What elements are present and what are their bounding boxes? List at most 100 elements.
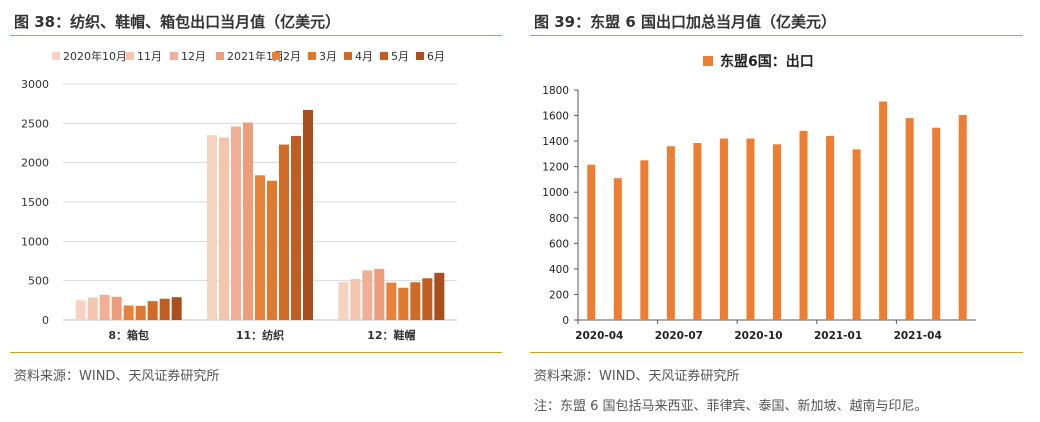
x-tick-label: 2020-04 bbox=[575, 330, 623, 342]
legend-label: 2月 bbox=[283, 50, 301, 63]
right-figure-panel: 图 39：东盟 6 国出口加总当月值（亿美元） 东盟6国：出口 0 200 400 60… bbox=[530, 0, 1023, 422]
y-tick-label: 1000 bbox=[542, 187, 569, 199]
bar bbox=[243, 122, 253, 321]
legend-swatch bbox=[703, 56, 713, 66]
legend-swatch bbox=[344, 52, 352, 60]
bar bbox=[640, 160, 649, 320]
bar bbox=[362, 270, 373, 320]
bar bbox=[291, 135, 301, 320]
legend-label: 4月 bbox=[355, 50, 373, 63]
bar bbox=[905, 118, 914, 320]
y-tick-label: 1600 bbox=[542, 111, 569, 123]
bar bbox=[799, 130, 808, 320]
left-figure-title: 图 38：纺织、鞋帽、箱包出口当月值（亿美元） bbox=[14, 13, 341, 31]
legend-label: 12月 bbox=[181, 50, 206, 63]
y-tick-label: 600 bbox=[549, 238, 569, 250]
bar bbox=[75, 300, 86, 320]
bar bbox=[613, 178, 622, 320]
y-tick-label: 3000 bbox=[21, 78, 49, 91]
legend-swatch bbox=[170, 52, 178, 60]
right-footnote: 注：东盟 6 国包括马来西亚、菲律宾、泰国、新加坡、越南与印尼。 bbox=[534, 399, 928, 414]
y-tick-label: 200 bbox=[549, 289, 569, 301]
bar bbox=[159, 298, 170, 320]
y-tick-label: 1400 bbox=[542, 136, 569, 148]
bar bbox=[746, 138, 755, 320]
legend-swatch bbox=[308, 52, 316, 60]
legend-swatch bbox=[216, 52, 224, 60]
legend-label: 2021年1月 bbox=[227, 49, 284, 63]
legend-label: 5月 bbox=[391, 50, 409, 63]
bar bbox=[693, 143, 702, 320]
y-tick-label: 0 bbox=[562, 315, 569, 327]
bar bbox=[826, 136, 835, 320]
legend-label: 6月 bbox=[427, 50, 445, 63]
bar bbox=[123, 305, 134, 320]
bar bbox=[879, 101, 888, 320]
legend-label: 11月 bbox=[137, 50, 162, 63]
y-tick-label: 2500 bbox=[21, 117, 49, 130]
bar bbox=[207, 135, 217, 320]
bar bbox=[719, 138, 728, 320]
bar bbox=[231, 126, 241, 320]
bar bbox=[171, 297, 182, 320]
legend-swatch bbox=[52, 52, 60, 60]
x-category-label: 12：鞋帽 bbox=[367, 328, 415, 342]
left-bottom-rule bbox=[10, 352, 502, 353]
x-tick-label: 2020-10 bbox=[734, 330, 782, 342]
y-tick-label: 400 bbox=[549, 264, 569, 276]
y-tick-label: 0 bbox=[42, 314, 49, 327]
bar bbox=[587, 164, 596, 320]
bar bbox=[87, 297, 98, 320]
bar bbox=[279, 144, 289, 320]
bar bbox=[219, 137, 229, 320]
legend-swatch bbox=[126, 52, 134, 60]
bar bbox=[422, 278, 433, 320]
x-tick-label: 2021-04 bbox=[894, 330, 942, 342]
x-category-label: 8：箱包 bbox=[108, 328, 149, 342]
bar bbox=[111, 296, 122, 320]
legend-label: 3月 bbox=[319, 50, 337, 63]
bar bbox=[374, 268, 385, 320]
bar bbox=[773, 144, 781, 320]
bar bbox=[147, 301, 158, 320]
legend-swatch bbox=[380, 52, 388, 60]
right-figure-title: 图 39：东盟 6 国出口加总当月值（亿美元） bbox=[534, 13, 836, 31]
bar bbox=[932, 127, 941, 320]
bar bbox=[267, 180, 277, 320]
bar bbox=[434, 272, 445, 320]
bar bbox=[350, 279, 361, 320]
legend-swatch bbox=[416, 52, 424, 60]
bar bbox=[255, 175, 265, 320]
bar bbox=[338, 282, 349, 320]
bar bbox=[410, 282, 421, 320]
legend-label: 2020年10月 bbox=[63, 49, 127, 63]
left-top-rule bbox=[10, 35, 502, 36]
right-bottom-rule bbox=[530, 352, 1023, 353]
y-tick-label: 800 bbox=[549, 213, 569, 225]
x-category-label: 11：纺织 bbox=[236, 328, 284, 342]
y-tick-label: 500 bbox=[28, 275, 49, 288]
bar bbox=[958, 114, 967, 321]
bar bbox=[386, 282, 397, 320]
left-figure-panel: 图 38：纺织、鞋帽、箱包出口当月值（亿美元） 0 500 1000 1500 2000… bbox=[10, 0, 502, 422]
x-tick-label: 2021-01 bbox=[814, 330, 862, 342]
y-tick-label: 1500 bbox=[21, 196, 49, 209]
bar bbox=[99, 294, 110, 320]
right-source-note: 资料来源：WIND、天风证券研究所 bbox=[534, 369, 740, 384]
right-top-rule bbox=[530, 35, 1023, 36]
left-bar-chart: 0 500 1000 1500 2000 2500 3000 2020年10月 11月 12月 20… bbox=[21, 49, 457, 342]
chart-title: 东盟6国：出口 bbox=[720, 53, 814, 70]
right-bar-chart: 东盟6国：出口 0 200 400 600 800 1000 1200 1400 1600 1800… bbox=[542, 53, 976, 342]
left-source-note: 资料来源：WIND、天风证券研究所 bbox=[14, 369, 220, 384]
bar bbox=[303, 109, 313, 321]
bar bbox=[852, 149, 861, 320]
bar bbox=[135, 305, 146, 320]
y-tick-label: 1200 bbox=[542, 162, 569, 174]
legend-swatch bbox=[272, 52, 280, 60]
x-tick-label: 2020-07 bbox=[655, 330, 703, 342]
bar bbox=[398, 287, 409, 320]
bar bbox=[666, 146, 675, 320]
y-tick-label: 1800 bbox=[542, 85, 569, 97]
y-tick-label: 1000 bbox=[21, 235, 49, 248]
y-tick-label: 2000 bbox=[21, 157, 49, 170]
